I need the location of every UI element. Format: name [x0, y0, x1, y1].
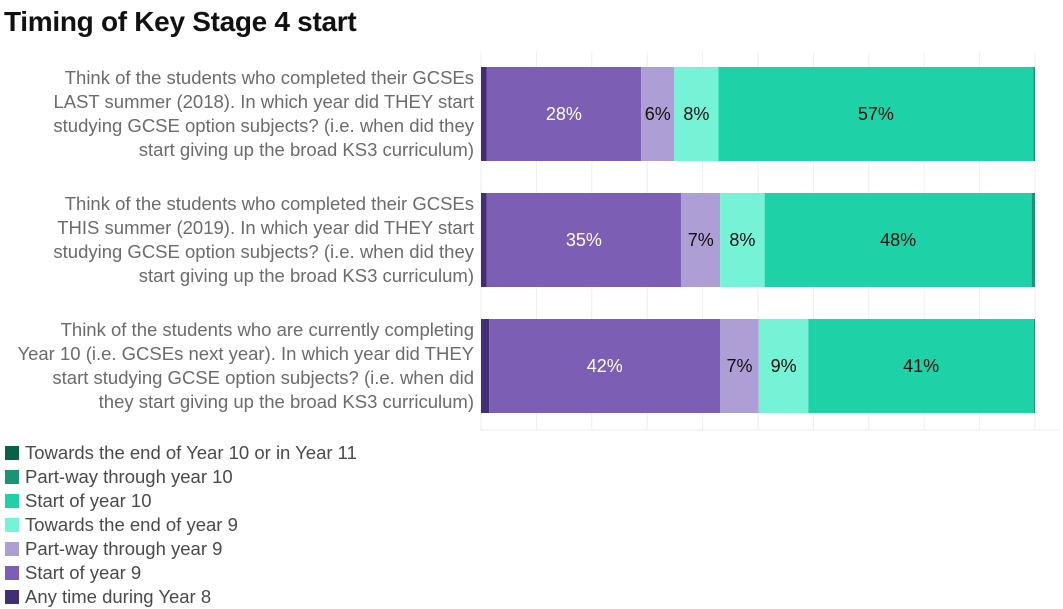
legend-label: Part-way through year 10 [25, 466, 233, 487]
legend-label: Any time during Year 8 [25, 586, 212, 607]
data-label: 8% [683, 104, 709, 124]
data-label: 48% [880, 230, 916, 250]
legend-swatch [5, 518, 19, 532]
legend-label: Part-way through year 9 [25, 538, 223, 559]
category-labels: Think of the students who completed thei… [17, 67, 474, 412]
legend-item[interactable]: Part-way through year 9 [5, 537, 357, 561]
data-label: 6% [645, 104, 671, 124]
bars [481, 67, 1035, 413]
legend-swatch [5, 590, 19, 604]
bar-segment [718, 67, 1034, 161]
bar-segment [674, 67, 719, 161]
data-label: 7% [688, 230, 714, 250]
legend-swatch [5, 446, 19, 460]
legend-label: Start of year 10 [25, 490, 152, 511]
category-label: Think of the students who completed thei… [53, 193, 474, 286]
legend-swatch [5, 566, 19, 580]
bar-segment [481, 193, 487, 287]
bar-segment [681, 193, 721, 287]
legend-item[interactable]: Towards the end of year 9 [5, 513, 357, 537]
bar-segment [486, 67, 642, 161]
legend-item[interactable]: Towards the end of Year 10 or in Year 11 [5, 441, 357, 465]
category-label: Think of the students who completed thei… [53, 67, 474, 160]
legend-item[interactable]: Any time during Year 8 [5, 585, 357, 609]
chart-title: Timing of Key Stage 4 start [4, 6, 357, 37]
data-label: 57% [858, 104, 894, 124]
legend-swatch [5, 542, 19, 556]
bar-segment [481, 67, 487, 161]
legend-label: Start of year 9 [25, 562, 142, 583]
data-label: 28% [546, 104, 582, 124]
legend: Towards the end of Year 10 or in Year 11… [5, 441, 357, 609]
data-label: 8% [729, 230, 755, 250]
data-label: 42% [587, 356, 623, 376]
legend-item[interactable]: Start of year 10 [5, 489, 357, 513]
bar-segment [641, 67, 675, 161]
data-label: 35% [566, 230, 602, 250]
bar-segment [1033, 319, 1035, 413]
bar-segment [1033, 67, 1035, 161]
data-label: 7% [727, 356, 753, 376]
bar-segment [808, 319, 1034, 413]
legend-label: Towards the end of year 9 [25, 514, 238, 535]
legend-swatch [5, 470, 19, 484]
bar-segment [1031, 193, 1035, 287]
data-label: 9% [771, 356, 797, 376]
bar-segment [486, 193, 682, 287]
bar-segment [720, 319, 759, 413]
data-label: 41% [903, 356, 939, 376]
bar-segment [758, 319, 809, 413]
legend-swatch [5, 494, 19, 508]
bar-segment [481, 319, 490, 413]
bar-segment [720, 193, 765, 287]
category-label: Think of the students who are currently … [17, 319, 474, 412]
bar-segment [764, 193, 1032, 287]
legend-item[interactable]: Part-way through year 10 [5, 465, 357, 489]
bar-labels: 28% 6% 8% 57% 35% 7% 8% 48% 42% 7% 9% 41% [546, 104, 939, 376]
legend-item[interactable]: Start of year 9 [5, 561, 357, 585]
legend-label: Towards the end of Year 10 or in Year 11 [25, 442, 357, 463]
stacked-bar-chart: Think of the students who completed thei… [17, 52, 1060, 431]
bar-segment [489, 319, 721, 413]
